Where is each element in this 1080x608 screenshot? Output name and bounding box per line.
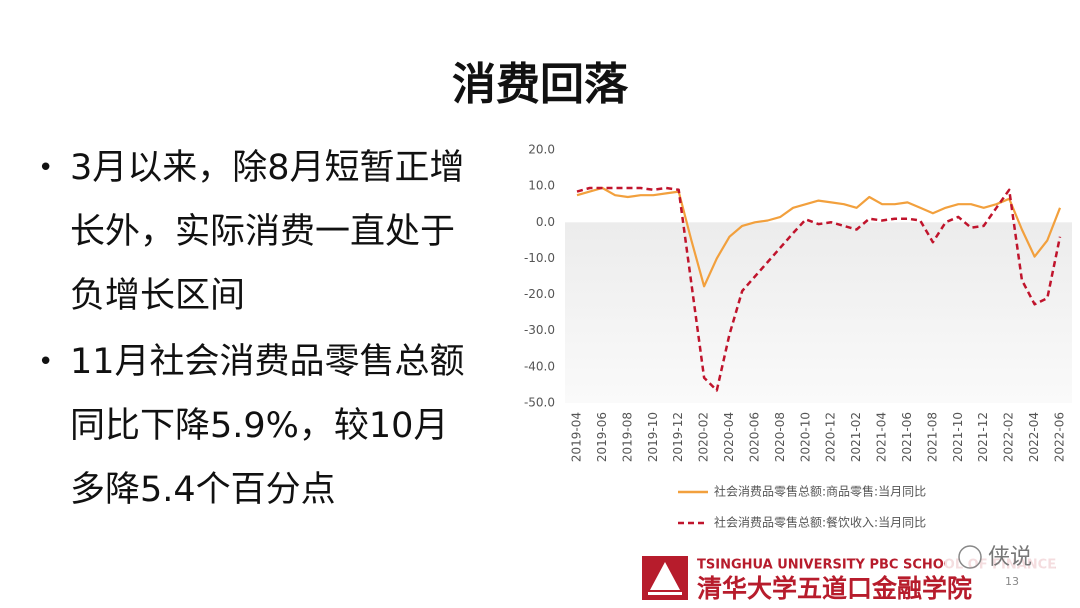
bullet-text: 3月以来，除8月短暂正增长外，实际消费一直处于负增长区间 bbox=[70, 148, 465, 316]
bullet-text: 11月社会消费品零售总额同比下降5.9%，较10月多降5.4个百分点 bbox=[70, 342, 465, 510]
slide-title: 消费回落 bbox=[452, 59, 628, 110]
watermark-icon bbox=[958, 545, 982, 569]
footer-chinese: 清华大学五道口金融学院 bbox=[697, 574, 972, 603]
series-line bbox=[576, 186, 1062, 288]
negative-zone bbox=[565, 222, 1072, 403]
y-tick-label: -40.0 bbox=[524, 359, 555, 373]
x-tick-label: 2020-02 bbox=[697, 412, 711, 462]
y-tick-label: -50.0 bbox=[524, 396, 555, 410]
x-tick-label: 2021-06 bbox=[900, 412, 914, 462]
x-tick-label: 2022-02 bbox=[1002, 412, 1016, 462]
x-tick-label: 2022-04 bbox=[1027, 412, 1041, 462]
y-tick-label: 0.0 bbox=[536, 215, 555, 229]
x-tick-label: 2020-04 bbox=[722, 412, 736, 462]
y-tick-label: 20.0 bbox=[528, 143, 555, 157]
y-tick-label: -10.0 bbox=[524, 251, 555, 265]
x-tick-label: 2019-08 bbox=[620, 412, 634, 462]
x-tick-label: 2021-04 bbox=[875, 412, 889, 462]
watermark-bg bbox=[945, 540, 1055, 574]
x-tick-label: 2020-06 bbox=[747, 412, 761, 462]
page-number: 13 bbox=[1005, 575, 1019, 588]
legend-label: 社会消费品零售总额:商品零售:当月同比 bbox=[714, 484, 926, 499]
logo bbox=[642, 556, 688, 600]
x-tick-label: 2022-06 bbox=[1053, 412, 1067, 462]
x-tick-label: 2021-12 bbox=[976, 412, 990, 462]
y-tick-label: 10.0 bbox=[528, 179, 555, 193]
legend-label: 社会消费品零售总额:餐饮收入:当月同比 bbox=[714, 515, 926, 530]
y-tick-label: -20.0 bbox=[524, 287, 555, 301]
x-tick-label: 2019-12 bbox=[671, 412, 685, 462]
x-tick-label: 2020-10 bbox=[798, 412, 812, 462]
x-tick-label: 2021-02 bbox=[849, 412, 863, 462]
x-tick-label: 2019-06 bbox=[595, 412, 609, 462]
x-tick-label: 2020-12 bbox=[824, 412, 838, 462]
y-tick-label: -30.0 bbox=[524, 323, 555, 337]
x-tick-label: 2021-10 bbox=[951, 412, 965, 462]
x-tick-label: 2021-08 bbox=[925, 412, 939, 462]
x-tick-label: 2019-10 bbox=[646, 412, 660, 462]
x-tick-label: 2019-04 bbox=[570, 412, 584, 462]
x-tick-label: 2020-08 bbox=[773, 412, 787, 462]
watermark: 侠说 bbox=[988, 545, 1032, 570]
series-line bbox=[576, 186, 1062, 392]
